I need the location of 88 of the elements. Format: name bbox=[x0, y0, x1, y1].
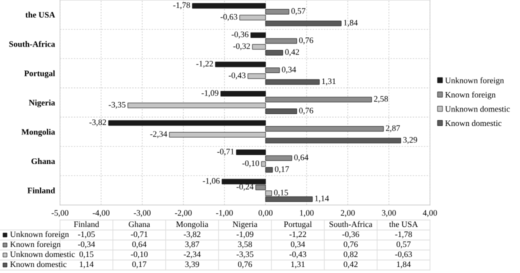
text: 0,42 bbox=[344, 261, 358, 268]
text: -0,71 bbox=[130, 231, 148, 238]
text: -2,34 bbox=[184, 251, 201, 258]
text: -0,10 bbox=[130, 251, 148, 258]
text: Ghana bbox=[128, 221, 150, 228]
data-label: -0,36 bbox=[232, 32, 248, 38]
text: 0,17 bbox=[132, 261, 146, 268]
y-tick-label: the USA bbox=[25, 12, 56, 18]
data-label: -3,82 bbox=[89, 119, 106, 126]
text: 1,31 bbox=[291, 261, 305, 268]
data-label: 0,17 bbox=[274, 166, 289, 174]
data-label: 0,76 bbox=[299, 108, 314, 115]
data-label: -0,63 bbox=[220, 14, 238, 21]
x-tick-label: -4,00 bbox=[92, 210, 110, 217]
text: Known domestic bbox=[10, 261, 66, 268]
data-label: 0,42 bbox=[285, 49, 299, 56]
text: -0,43 bbox=[289, 251, 306, 258]
text: -1,22 bbox=[289, 231, 306, 238]
data-label: 1,84 bbox=[344, 20, 358, 27]
x-tick-label: -5,00 bbox=[52, 210, 68, 217]
text: Portugal bbox=[284, 221, 312, 229]
text: 0,76 bbox=[344, 241, 358, 248]
text: 3,87 bbox=[185, 241, 200, 248]
data-label: -2,34 bbox=[150, 131, 168, 138]
data-label: -0,24 bbox=[236, 184, 254, 191]
data-label: 2,58 bbox=[374, 96, 388, 103]
data-label: 0,57 bbox=[291, 8, 306, 15]
text: Unknown foreign bbox=[445, 77, 504, 85]
data-label: 0,34 bbox=[282, 66, 296, 74]
data-label: -1,09 bbox=[202, 90, 218, 97]
text: Nigeria bbox=[232, 221, 258, 229]
data-label: 3,29 bbox=[403, 137, 418, 144]
data-label: 2,87 bbox=[386, 125, 400, 132]
data-label: -1,06 bbox=[202, 178, 220, 185]
text: 0,57 bbox=[396, 241, 411, 248]
data-label: -0,10 bbox=[242, 160, 260, 168]
legend-label: Unknown domestic bbox=[10, 251, 75, 258]
y-tick-label: Finland bbox=[27, 187, 56, 194]
x-tick-label: 0,00 bbox=[258, 210, 273, 217]
text: -0,63 bbox=[395, 251, 412, 258]
x-tick-label: 3,00 bbox=[382, 210, 396, 217]
text: -1,78 bbox=[395, 231, 412, 238]
text: 1,84 bbox=[397, 261, 411, 268]
text: -0,34 bbox=[78, 241, 95, 248]
text: -3,82 bbox=[184, 231, 200, 238]
legend-label: Known foreign bbox=[445, 92, 496, 100]
text: the USA bbox=[389, 221, 418, 228]
data-label: -3,35 bbox=[108, 102, 126, 109]
text: 3,58 bbox=[238, 241, 252, 248]
text: Unknown domestic bbox=[445, 106, 510, 112]
x-tick-label: -2,00 bbox=[174, 210, 192, 217]
data-label: -0,71 bbox=[217, 148, 234, 156]
data-label: 1,31 bbox=[322, 78, 336, 86]
text: 0,76 bbox=[238, 261, 252, 268]
data-label: 0,76 bbox=[299, 37, 314, 44]
text: 0,34 bbox=[290, 241, 306, 248]
y-tick-label: Mongolia bbox=[21, 128, 56, 137]
x-tick-label: -3,00 bbox=[134, 210, 151, 217]
x-tick-label: -1,00 bbox=[216, 210, 233, 217]
y-tick-label: South-Africa bbox=[9, 40, 56, 47]
text: -0,36 bbox=[342, 231, 360, 238]
text: South-Africa bbox=[330, 221, 372, 228]
text: Finland bbox=[74, 221, 100, 228]
x-tick-label: 2,00 bbox=[340, 210, 355, 217]
y-tick-label: Nigeria bbox=[28, 100, 56, 108]
legend-label: Known domestic bbox=[445, 120, 502, 126]
text: 0,82 bbox=[344, 251, 358, 258]
data-label: -0,32 bbox=[233, 43, 250, 50]
text: 3,39 bbox=[185, 261, 200, 268]
y-tick-label: Ghana bbox=[31, 158, 56, 164]
text: 0,64 bbox=[132, 241, 146, 248]
data-label: -0,43 bbox=[228, 72, 246, 80]
text: -1,05 bbox=[78, 231, 95, 238]
x-tick-label: 1,00 bbox=[300, 210, 314, 217]
y-tick-label: Portugal bbox=[24, 70, 55, 78]
text: Known foreign bbox=[10, 241, 61, 249]
data-label: 0,15 bbox=[274, 190, 288, 197]
text: 0,15 bbox=[79, 251, 94, 258]
text: 1,14 bbox=[80, 262, 94, 268]
legend-label: Unknown foreign bbox=[10, 231, 69, 239]
data-label: -1,78 bbox=[173, 2, 190, 10]
text: -1,09 bbox=[236, 231, 254, 238]
data-label: -1,22 bbox=[196, 60, 213, 68]
data-label: 1,14 bbox=[315, 196, 329, 202]
text: -3,35 bbox=[236, 251, 254, 258]
text: Mongolia bbox=[176, 221, 208, 229]
x-tick-label: 4,00 bbox=[422, 210, 437, 217]
data-label: 0,64 bbox=[294, 154, 308, 162]
